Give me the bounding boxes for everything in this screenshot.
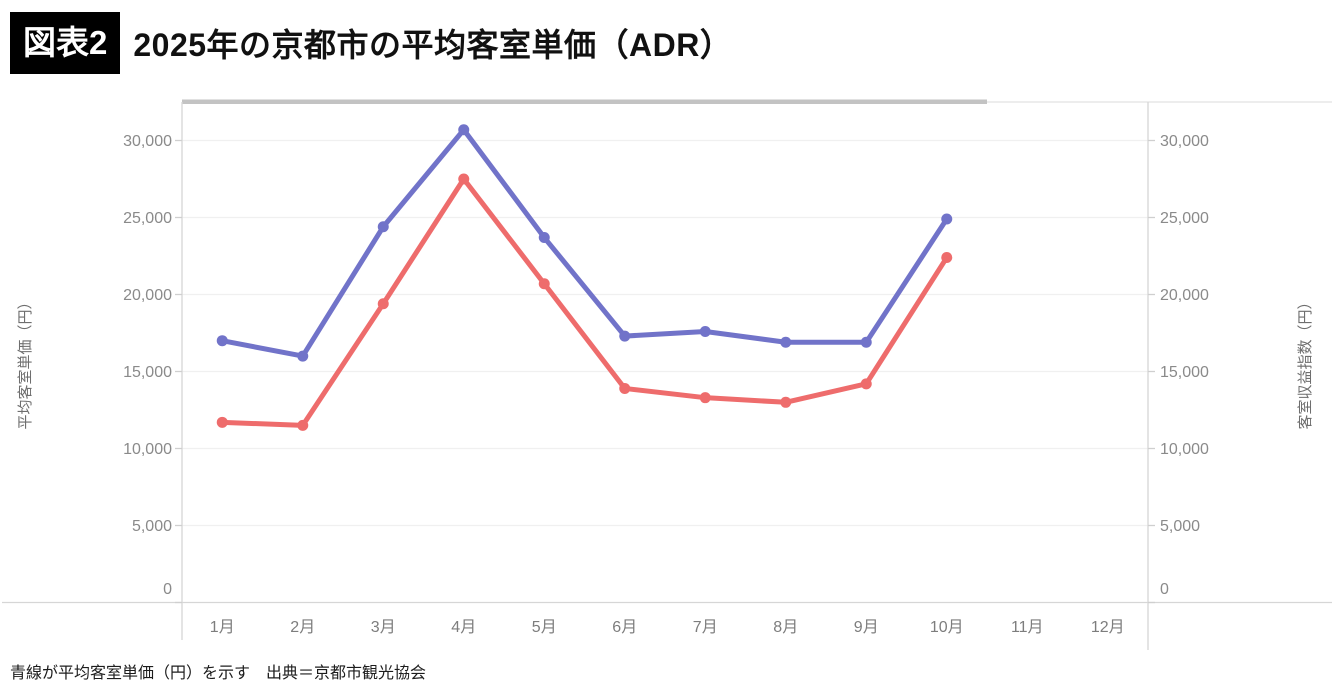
series-adr-point-8月[interactable]	[780, 336, 792, 348]
month-label-3: 3月	[371, 619, 396, 636]
right-axis-title: 客室収益指数（円）	[1297, 294, 1314, 429]
right-tick-label-10000: 10,000	[1160, 441, 1209, 458]
left-tick-label-15000: 15,000	[123, 364, 172, 381]
left-tick-label-0: 0	[163, 581, 172, 598]
horizontal-scrollbar[interactable]	[182, 99, 987, 105]
month-label-1: 1月	[210, 619, 235, 636]
y-axis-right: 0 5,000 10,000 15,000 20,000 25,000 30,000	[1148, 133, 1209, 604]
series-revenue-index-point-8月[interactable]	[780, 396, 792, 408]
series-revenue-index-point-2月[interactable]	[297, 419, 309, 431]
series-revenue-index-point-9月[interactable]	[860, 378, 872, 390]
series-revenue-index-point-7月[interactable]	[699, 392, 711, 404]
series-adr-point-7月[interactable]	[699, 325, 711, 337]
series-adr-point-9月[interactable]	[860, 336, 872, 348]
right-tick-label-15000: 15,000	[1160, 364, 1209, 381]
series-adr	[216, 124, 953, 362]
month-label-6: 6月	[612, 619, 637, 636]
month-label-9: 9月	[854, 619, 879, 636]
left-tick-label-30000: 30,000	[123, 133, 172, 150]
series-revenue-index-point-3月[interactable]	[377, 298, 389, 310]
right-tick-label-20000: 20,000	[1160, 287, 1209, 304]
month-label-10: 10月	[930, 619, 964, 636]
y-axis-left: 0 5,000 10,000 15,000 20,000 25,000 30,000	[123, 133, 182, 604]
month-label-7: 7月	[693, 619, 718, 636]
page-title: 2025年の京都市の平均客室単価（ADR）	[133, 27, 733, 63]
figure-badge: 図表2	[10, 12, 121, 74]
left-axis-title: 平均客室単価（円）	[17, 294, 34, 429]
series-revenue-index	[216, 173, 953, 431]
month-label-2: 2月	[290, 619, 315, 636]
month-label-4: 4月	[451, 619, 476, 636]
series-adr-line	[219, 127, 950, 359]
series-adr-point-5月[interactable]	[538, 232, 550, 244]
series-adr-point-1月[interactable]	[216, 335, 228, 347]
right-tick-label-25000: 25,000	[1160, 210, 1209, 227]
series-adr-point-3月[interactable]	[377, 221, 389, 233]
left-tick-label-10000: 10,000	[123, 441, 172, 458]
series-adr-point-6月[interactable]	[619, 330, 631, 342]
series-revenue-index-point-5月[interactable]	[538, 278, 550, 290]
left-tick-label-5000: 5,000	[132, 518, 172, 535]
series-revenue-index-point-1月[interactable]	[216, 416, 228, 428]
month-label-12: 12月	[1091, 619, 1125, 636]
left-tick-label-25000: 25,000	[123, 210, 172, 227]
series-adr-point-4月[interactable]	[458, 124, 470, 136]
right-tick-label-0: 0	[1160, 581, 1169, 598]
month-label-11: 11月	[1011, 619, 1044, 636]
month-label-5: 5月	[532, 619, 557, 636]
series-revenue-index-point-6月[interactable]	[619, 382, 631, 394]
x-axis-labels: 1月 2月 3月 4月 5月 6月 7月 8月 9月 10月 11月 12月	[210, 619, 1125, 636]
series-revenue-index-point-4月[interactable]	[458, 173, 470, 185]
right-tick-label-5000: 5,000	[1160, 518, 1200, 535]
figure-caption: 青線が平均客室単価（円）を示す 出典＝京都市観光協会	[10, 665, 427, 682]
series-revenue-index-line	[219, 176, 950, 428]
left-tick-label-20000: 20,000	[123, 287, 172, 304]
figure-header: 図表2 2025年の京都市の平均客室単価（ADR）	[10, 12, 732, 74]
right-tick-label-30000: 30,000	[1160, 133, 1209, 150]
series-revenue-index-point-10月[interactable]	[941, 252, 953, 264]
series-adr-point-2月[interactable]	[297, 350, 309, 362]
month-label-8: 8月	[773, 619, 798, 636]
series-adr-point-10月[interactable]	[941, 213, 953, 225]
